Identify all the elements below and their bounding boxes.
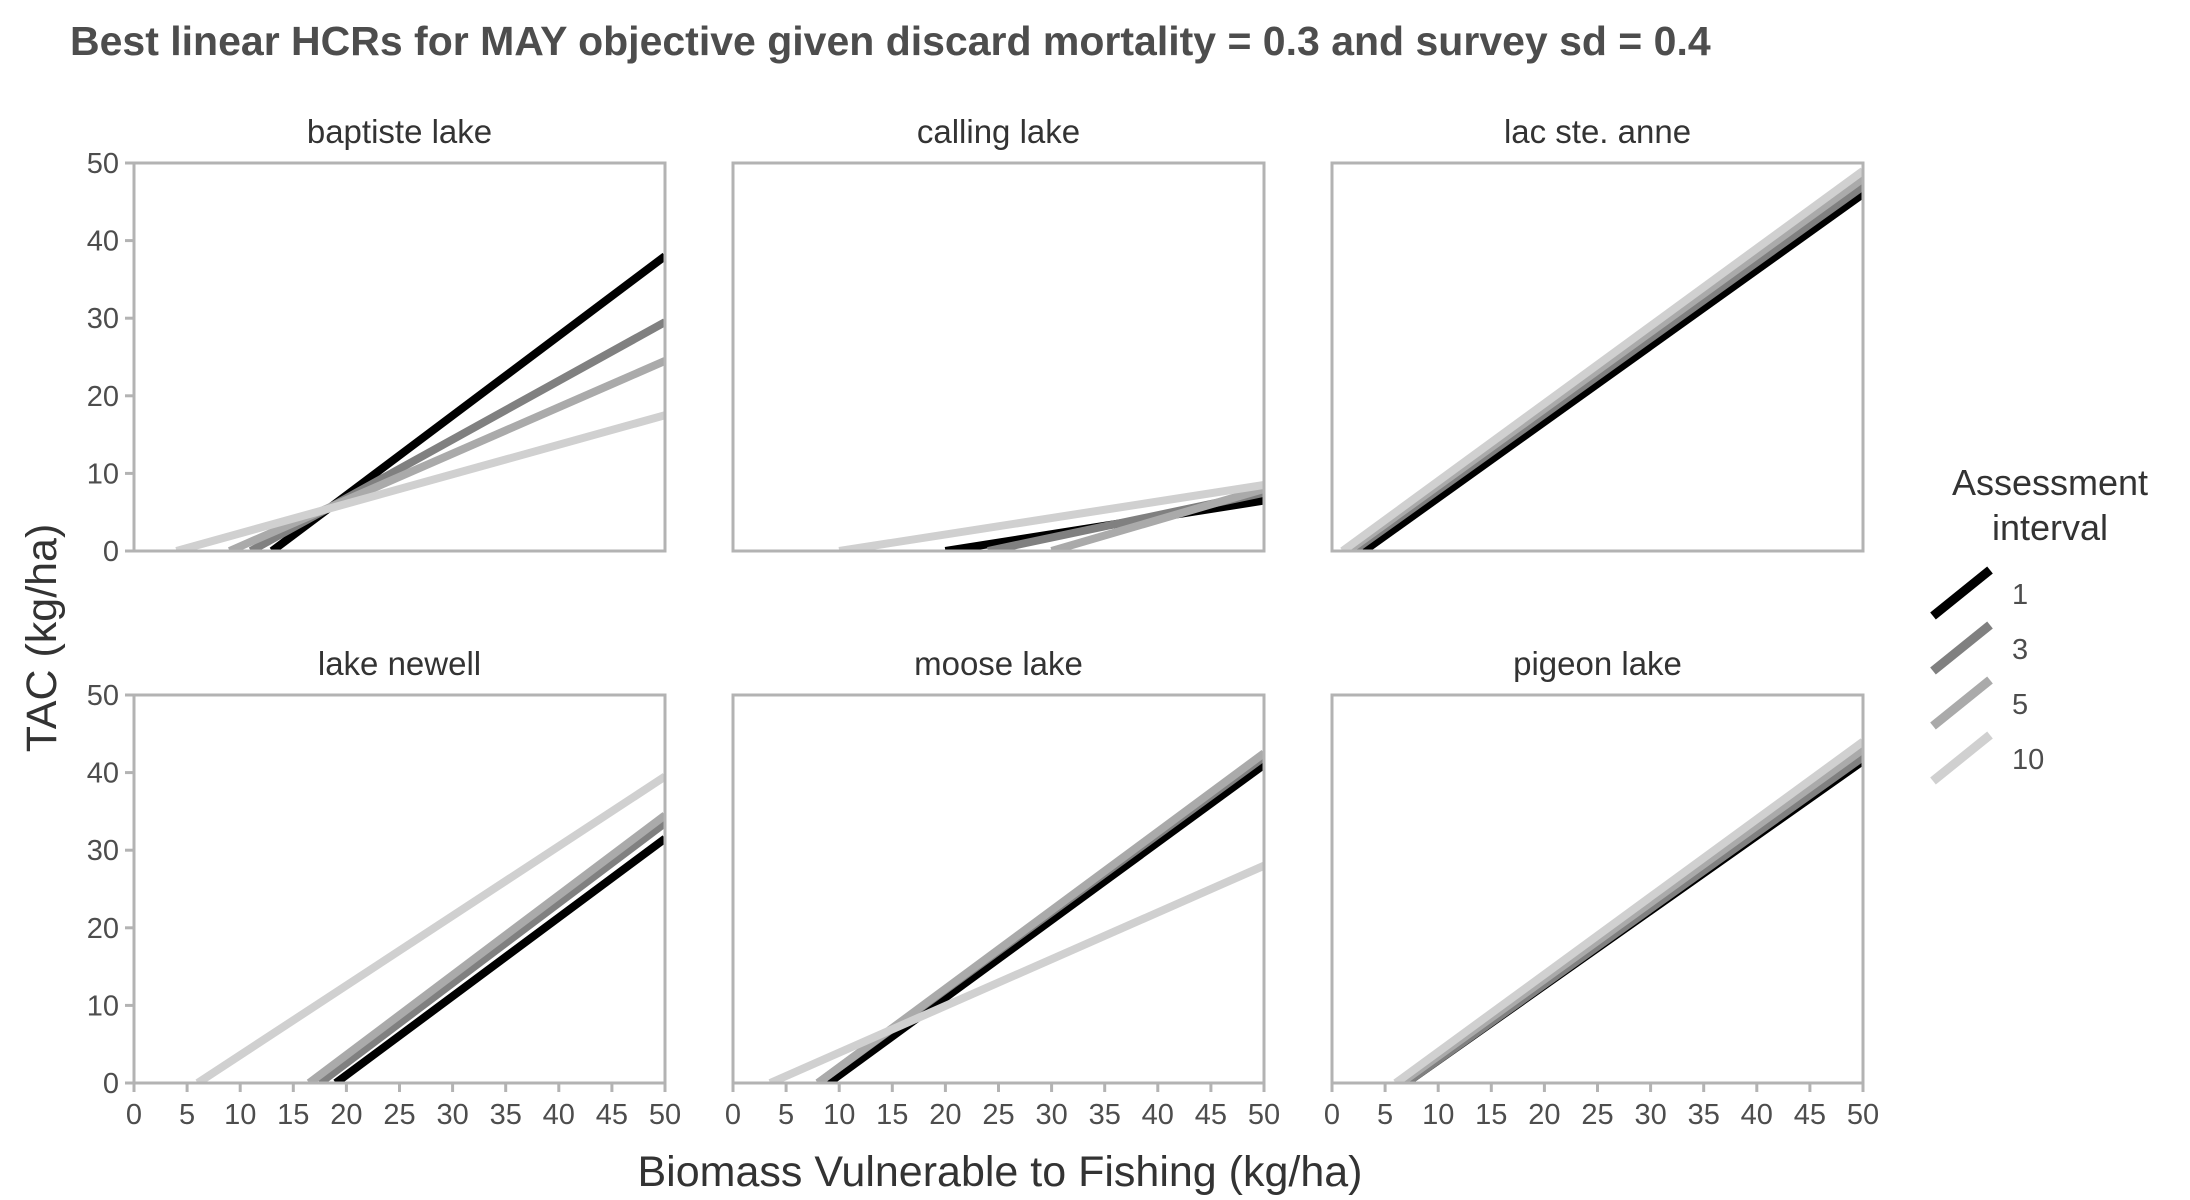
x-tick-label: 10 xyxy=(1422,1099,1454,1131)
series-line-interval-5 xyxy=(227,357,665,551)
x-tick-label: 30 xyxy=(436,1099,468,1131)
legend: Assessment interval 1 3 5 10 xyxy=(1930,462,2148,785)
series-line-interval-1 xyxy=(333,835,665,1083)
x-tick-label: 20 xyxy=(929,1099,961,1131)
x-tick-label: 10 xyxy=(224,1099,256,1131)
x-tick-label: 25 xyxy=(1581,1099,1613,1131)
y-tick-label: 20 xyxy=(87,381,119,413)
legend-keys: 1 3 5 10 xyxy=(1930,566,2044,785)
series-line-interval-10 xyxy=(838,481,1264,551)
x-tick-label: 15 xyxy=(277,1099,309,1131)
legend-title-line-1: Assessment xyxy=(1952,462,2148,503)
panel-frame xyxy=(1330,161,1865,553)
x-tick-label: 45 xyxy=(1794,1099,1826,1131)
x-tick-label: 20 xyxy=(330,1099,362,1131)
legend-label-3: 3 xyxy=(2012,634,2028,666)
x-tick-label: 5 xyxy=(1377,1099,1393,1131)
series-line-interval-1 xyxy=(826,761,1264,1083)
y-tick-label: 50 xyxy=(87,680,119,712)
x-tick-label: 50 xyxy=(649,1099,681,1131)
facet-label: pigeon lake xyxy=(1513,645,1682,682)
panel-frame xyxy=(132,161,667,553)
x-tick-label: 40 xyxy=(1142,1099,1174,1131)
y-tick-label: 40 xyxy=(87,226,119,258)
y-tick-label: 10 xyxy=(87,458,119,490)
y-tick-label: 0 xyxy=(103,1068,119,1100)
x-tick-label: 50 xyxy=(1847,1099,1879,1131)
x-tick-label: 15 xyxy=(1475,1099,1507,1131)
x-tick-label: 45 xyxy=(1195,1099,1227,1131)
series-lines xyxy=(195,773,665,1083)
series-lines xyxy=(838,481,1264,551)
series-lines xyxy=(1340,167,1863,551)
x-tick-label: 0 xyxy=(1324,1099,1340,1131)
y-tick-label: 20 xyxy=(87,913,119,945)
x-tick-label: 40 xyxy=(1741,1099,1773,1131)
facet-label: lac ste. anne xyxy=(1504,113,1691,150)
series-line-interval-3 xyxy=(317,819,665,1083)
x-tick-label: 35 xyxy=(1089,1099,1121,1131)
x-tick-label: 5 xyxy=(179,1099,195,1131)
panel-frame xyxy=(731,693,1266,1085)
panel-frame xyxy=(1330,693,1865,1085)
x-tick-label: 0 xyxy=(126,1099,142,1131)
series-line-interval-5 xyxy=(306,812,665,1083)
facet-label: baptiste lake xyxy=(307,113,492,150)
x-tick-label: 35 xyxy=(490,1099,522,1131)
series-line-interval-10 xyxy=(175,411,665,551)
legend-key-5 xyxy=(1930,676,1993,730)
y-tick-label: 10 xyxy=(87,990,119,1022)
series-lines xyxy=(175,252,665,551)
x-tick-label: 40 xyxy=(543,1099,575,1131)
panel-pigeon-lake: pigeon lake 0 5 10 15 20 25 30 35 40 45 50 xyxy=(1324,645,1879,1131)
y-tick-label: 40 xyxy=(87,758,119,790)
facet-label: moose lake xyxy=(914,645,1083,682)
facet-label: lake newell xyxy=(318,645,481,682)
y-tick-label: 30 xyxy=(87,835,119,867)
x-tick-label: 30 xyxy=(1035,1099,1067,1131)
x-tick-label: 20 xyxy=(1528,1099,1560,1131)
y-axis-title: TAC (kg/ha) xyxy=(18,524,66,753)
y-tick-label: 30 xyxy=(87,303,119,335)
series-line-interval-5 xyxy=(1050,485,1264,551)
x-tick-label: 5 xyxy=(778,1099,794,1131)
panel-lac-ste-anne: lac ste. anne xyxy=(1330,113,1865,553)
panel-lake-newell: lake newell 0 10 20 30 40 50 0 5 10 15 20 25 30 35 40 45… xyxy=(87,645,681,1131)
series-line-interval-1 xyxy=(1361,190,1863,551)
x-axis-title: Biomass Vulnerable to Fishing (kg/ha) xyxy=(638,1148,1363,1196)
legend-label-10: 10 xyxy=(2012,744,2044,776)
chart-title: Best linear HCRs for MAY objective given… xyxy=(70,18,1711,64)
panel-frame xyxy=(731,161,1266,553)
panel-moose-lake: moose lake 0 5 10 15 20 25 30 35 40 45 50 xyxy=(725,645,1280,1131)
x-tick-label: 25 xyxy=(383,1099,415,1131)
series-line-interval-10 xyxy=(1340,167,1863,551)
legend-key-3 xyxy=(1930,621,1993,675)
y-tick-label: 50 xyxy=(87,148,119,180)
legend-title-line-2: interval xyxy=(1992,507,2108,548)
legend-key-10 xyxy=(1930,731,1993,785)
legend-label-5: 5 xyxy=(2012,689,2028,721)
x-tick-label: 25 xyxy=(982,1099,1014,1131)
legend-label-1: 1 xyxy=(2012,579,2028,611)
legend-key-1 xyxy=(1930,566,1993,620)
x-tick-label: 30 xyxy=(1634,1099,1666,1131)
x-tick-label: 0 xyxy=(725,1099,741,1131)
facet-label: calling lake xyxy=(917,113,1080,150)
series-lines xyxy=(768,749,1264,1083)
x-tick-label: 45 xyxy=(596,1099,628,1131)
panel-calling-lake: calling lake xyxy=(731,113,1266,553)
x-tick-label: 10 xyxy=(823,1099,855,1131)
x-tick-label: 15 xyxy=(876,1099,908,1131)
series-lines xyxy=(1393,738,1863,1083)
series-line-interval-10 xyxy=(1393,738,1863,1083)
series-line-interval-10 xyxy=(195,773,665,1083)
series-line-interval-10 xyxy=(768,862,1264,1083)
panel-baptiste-lake: baptiste lake 0 10 20 30 40 50 xyxy=(87,113,667,568)
x-tick-label: 35 xyxy=(1688,1099,1720,1131)
x-tick-label: 50 xyxy=(1248,1099,1280,1131)
y-tick-label: 0 xyxy=(103,536,119,568)
